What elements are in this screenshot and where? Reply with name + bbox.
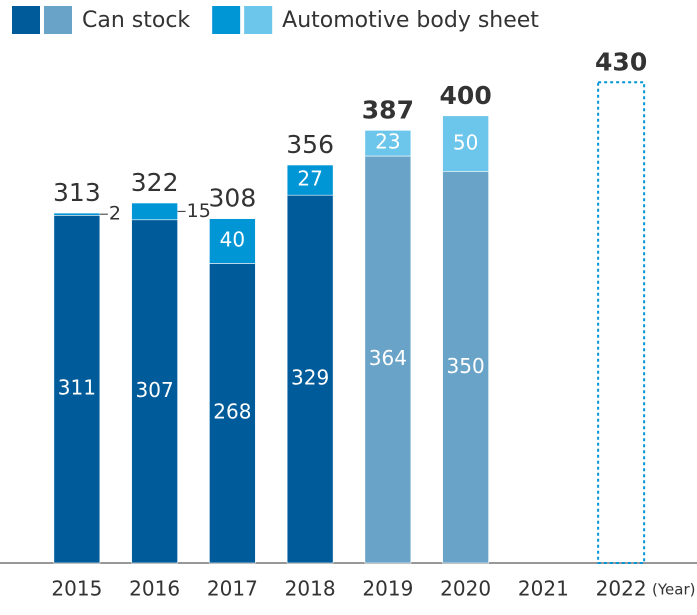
x-tick-label: 2015 — [51, 577, 102, 601]
value-label: 329 — [291, 366, 329, 390]
legend-swatch — [44, 6, 72, 34]
bar-segment — [209, 263, 256, 564]
value-label: 2 — [109, 203, 121, 225]
value-label: 307 — [136, 378, 174, 402]
legend-swatch — [12, 6, 40, 34]
value-label: 350 — [447, 354, 485, 378]
bar-segment — [442, 171, 489, 564]
total-label: 308 — [209, 184, 257, 213]
total-label: 322 — [131, 168, 179, 197]
bar-segment — [209, 218, 256, 264]
bar-segment — [286, 164, 334, 196]
legend-swatch — [244, 6, 273, 34]
total-label: 400 — [440, 81, 492, 110]
x-tick-label: 2021 — [518, 577, 569, 601]
bar-segment — [442, 115, 489, 173]
bar-segment — [131, 202, 178, 221]
legend-label: Can stock — [82, 8, 190, 33]
total-label: 387 — [362, 95, 414, 124]
x-tick-label: 2019 — [362, 577, 413, 601]
bar-segment — [286, 194, 334, 564]
target-bar — [597, 81, 646, 564]
legend-label: Automotive body sheet — [282, 8, 539, 33]
value-label: 27 — [297, 167, 322, 191]
x-tick-label: 2017 — [207, 577, 258, 601]
value-label: 15 — [187, 200, 211, 222]
value-label: 364 — [369, 346, 407, 370]
total-label: 356 — [286, 130, 334, 159]
total-label: 313 — [53, 178, 101, 207]
bar-segment — [53, 212, 101, 216]
bar-segment — [364, 130, 412, 157]
x-tick-label: 2022 — [596, 577, 647, 601]
legend-swatch — [212, 6, 241, 34]
value-label: 311 — [58, 376, 96, 400]
x-tick-label: 2016 — [129, 577, 180, 601]
x-axis-label: (Year) — [652, 581, 695, 599]
total-label: 430 — [595, 47, 647, 76]
value-label: 23 — [375, 130, 400, 154]
x-tick-label: 2020 — [440, 577, 491, 601]
value-label: 50 — [453, 130, 478, 154]
x-tick-label: 2018 — [285, 577, 336, 601]
value-label: 40 — [220, 228, 245, 252]
value-label: 268 — [213, 400, 251, 424]
bar-segment — [53, 215, 101, 564]
bar-segment — [364, 155, 412, 564]
